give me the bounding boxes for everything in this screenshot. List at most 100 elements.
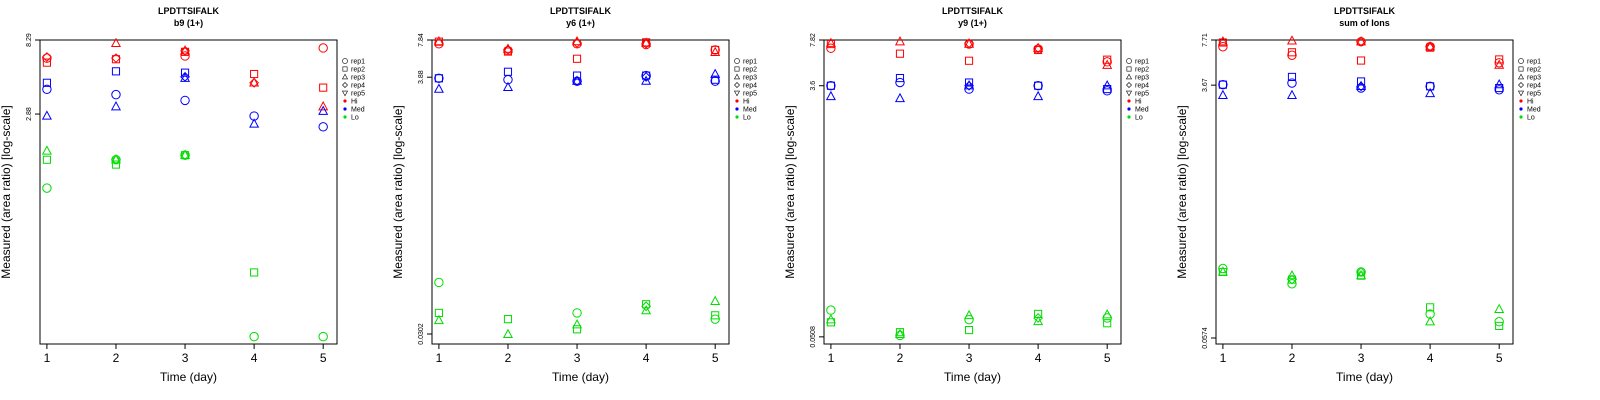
data-point (180, 149, 191, 159)
legend-label: Lo (1527, 115, 1535, 122)
data-point (826, 39, 835, 49)
legend-label: rep4 (743, 83, 757, 90)
data-point (1217, 36, 1228, 46)
data-point (1218, 42, 1228, 52)
data-point (710, 46, 721, 57)
data-point (964, 80, 974, 91)
data-point (318, 100, 329, 111)
y-tick-label: 0.0302 (418, 323, 425, 345)
data-point (1426, 303, 1435, 312)
data-point (318, 331, 328, 342)
data-point (711, 45, 720, 54)
x-tick-label: 2 (505, 351, 512, 365)
data-point (572, 38, 582, 48)
chart-subtitle: b9 (1+) (174, 18, 203, 28)
data-point (964, 325, 974, 335)
data-point (111, 154, 121, 165)
data-point (641, 70, 651, 81)
data-point (895, 328, 905, 337)
data-point (1356, 267, 1366, 277)
legend-label: rep5 (351, 91, 365, 98)
x-tick-label: 4 (1035, 351, 1042, 365)
data-points (825, 36, 1113, 341)
x-tick-label: 4 (643, 351, 650, 365)
x-tick-label: 5 (1496, 351, 1503, 365)
data-point (1286, 35, 1298, 45)
data-point (710, 314, 720, 324)
data-point (894, 36, 906, 46)
legend-marker (1519, 99, 1523, 103)
data-point (1494, 317, 1504, 327)
legend-marker (342, 82, 348, 88)
data-point (826, 305, 836, 315)
x-tick-label: 3 (574, 351, 581, 365)
data-point (1425, 81, 1435, 92)
data-point (318, 105, 329, 115)
data-point (1102, 57, 1112, 67)
data-point (1425, 316, 1436, 326)
data-point (434, 74, 443, 83)
data-point (572, 308, 582, 318)
legend-marker (1127, 115, 1131, 119)
plot-frame (431, 39, 730, 345)
x-tick-label: 1 (1220, 351, 1227, 365)
data-point (1356, 269, 1367, 280)
x-tick-label: 4 (1427, 351, 1434, 365)
x-tick-label: 1 (44, 351, 51, 365)
data-point (503, 315, 513, 324)
data-point (641, 75, 652, 85)
data-point (1033, 90, 1044, 101)
data-point (710, 76, 720, 86)
data-point (1218, 80, 1227, 89)
data-point (1217, 266, 1228, 276)
legend-marker (341, 73, 349, 80)
data-point (964, 314, 974, 325)
legend-marker (735, 115, 739, 119)
data-point (110, 154, 122, 164)
legend-label: rep2 (1135, 67, 1149, 74)
data-point (434, 277, 444, 288)
legend-marker (343, 107, 347, 111)
data-points (41, 37, 329, 342)
data-points (1217, 35, 1505, 330)
data-point (1287, 72, 1297, 82)
legend-marker (735, 99, 739, 103)
legend-marker (734, 82, 740, 88)
chart-title: LPDTTSIFALK (550, 6, 611, 16)
legend-label: rep3 (1135, 75, 1149, 82)
data-point (642, 71, 651, 80)
legend-label: Med (1527, 107, 1541, 114)
data-point (1217, 89, 1228, 100)
data-point (42, 78, 51, 87)
data-point (1103, 55, 1112, 64)
data-point (42, 183, 52, 193)
legend-label: rep2 (1527, 67, 1541, 74)
data-point (895, 330, 905, 341)
data-point (1033, 43, 1044, 54)
data-point (641, 72, 652, 82)
data-point (180, 45, 191, 55)
data-point (41, 145, 52, 155)
legend-marker (1125, 90, 1133, 97)
data-point (1356, 77, 1366, 86)
legend-marker (343, 99, 347, 103)
data-point (503, 45, 513, 55)
y-axis-label: Measured (area ratio) [log-scale] (0, 105, 13, 278)
data-point (964, 56, 974, 65)
legend-label: rep3 (1527, 75, 1541, 82)
data-point (1287, 50, 1297, 60)
data-point (894, 92, 906, 103)
data-point (642, 300, 651, 309)
legend-label: rep1 (351, 59, 365, 66)
plot-frame (39, 39, 338, 345)
data-point (180, 150, 190, 161)
legend-marker (734, 66, 740, 72)
y-tick-label: 7.71 (1202, 33, 1209, 47)
data-point (1102, 59, 1113, 69)
data-point (111, 89, 121, 100)
legend-marker (342, 58, 348, 64)
x-tick-label: 5 (320, 351, 327, 365)
data-point (1287, 279, 1297, 289)
